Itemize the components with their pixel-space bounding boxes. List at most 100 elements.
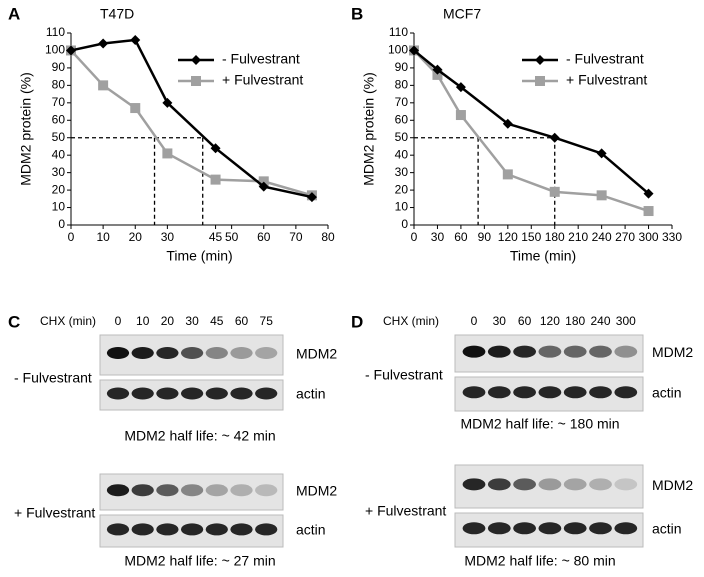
y-tick-label: 50 <box>395 130 409 144</box>
blot-band <box>589 345 612 358</box>
y-tick-label: 70 <box>52 95 66 109</box>
y-axis-label: MDM2 protein (%) <box>18 72 34 186</box>
blot-band <box>106 484 130 497</box>
blot-band <box>180 523 204 536</box>
condition-label: + Fulvestrant <box>365 503 446 519</box>
marker <box>130 103 141 114</box>
y-tick-label: 110 <box>46 25 65 39</box>
row-label: actin <box>652 521 682 537</box>
blot-band <box>462 522 486 535</box>
x-tick-label: 20 <box>129 230 143 244</box>
y-tick-label: 30 <box>52 165 66 179</box>
condition-label: - Fulvestrant <box>14 370 92 386</box>
blot-band <box>255 523 278 536</box>
lane-label: 10 <box>136 314 150 328</box>
x-tick-label: 70 <box>289 230 303 244</box>
blot-band <box>156 387 179 400</box>
blot-band <box>563 478 587 491</box>
y-tick-label: 20 <box>395 182 409 196</box>
half-life: MDM2 half life: ~ 42 min <box>124 428 275 444</box>
lane-label: 300 <box>616 314 636 328</box>
x-tick-label: 150 <box>521 230 541 244</box>
marker <box>643 188 654 199</box>
x-tick-label: 210 <box>568 230 588 244</box>
blot-band <box>230 523 253 536</box>
lane-label: 240 <box>590 314 610 328</box>
x-tick-label: 10 <box>96 230 110 244</box>
x-tick-label: 270 <box>615 230 635 244</box>
marker <box>162 148 173 159</box>
blot-band <box>180 484 204 497</box>
blot-band <box>563 345 587 358</box>
blot-band <box>255 347 278 359</box>
y-tick-label: 0 <box>58 217 65 231</box>
x-axis-label: Time (min) <box>166 248 232 264</box>
panel-label: C <box>8 312 20 331</box>
x-tick-label: 240 <box>592 230 612 244</box>
y-tick-label: 90 <box>395 60 409 74</box>
blot-band <box>255 387 278 400</box>
row-label: actin <box>652 385 682 401</box>
panel-label: B <box>351 4 363 23</box>
blot-band <box>487 386 511 399</box>
blot-band <box>156 523 179 536</box>
y-tick-label: 100 <box>388 43 408 57</box>
y-tick-label: 60 <box>52 112 66 126</box>
x-tick-label: 90 <box>478 230 492 244</box>
marker <box>409 45 419 56</box>
y-axis-label: MDM2 protein (%) <box>361 72 377 186</box>
marker <box>549 132 560 143</box>
marker <box>191 55 201 65</box>
y-tick-label: 10 <box>395 200 409 214</box>
marker <box>643 206 654 217</box>
chart-title: T47D <box>100 6 134 22</box>
blot-band <box>614 478 638 491</box>
row-label: MDM2 <box>652 477 693 493</box>
blot-band <box>205 387 228 400</box>
legend-label: - Fulvestrant <box>222 51 300 67</box>
blot-band <box>513 386 536 399</box>
x-tick-label: 80 <box>321 230 335 244</box>
blot-band <box>106 523 130 536</box>
y-tick-label: 40 <box>52 147 66 161</box>
blot-band <box>462 386 486 399</box>
blot-band <box>538 345 562 358</box>
blot-strip <box>99 473 284 511</box>
legend-label: - Fulvestrant <box>566 51 644 67</box>
x-tick-label: 45 <box>209 230 223 244</box>
marker <box>191 76 201 86</box>
row-label: MDM2 <box>296 483 337 499</box>
row-label: MDM2 <box>296 346 337 362</box>
blot-band <box>156 347 179 359</box>
condition-label: + Fulvestrant <box>14 505 95 521</box>
marker <box>432 64 443 75</box>
half-life: MDM2 half life: ~ 80 min <box>464 553 615 569</box>
blot-band <box>538 478 562 491</box>
blot-band <box>589 386 612 399</box>
lane-label: 30 <box>185 314 199 328</box>
y-tick-label: 40 <box>395 147 409 161</box>
blot-band <box>230 387 253 400</box>
y-tick-label: 10 <box>52 200 66 214</box>
lane-label: 20 <box>161 314 175 328</box>
blot-band <box>614 345 638 358</box>
lane-label: 180 <box>565 314 585 328</box>
marker <box>162 97 173 108</box>
blot-band <box>563 522 587 535</box>
half-life: MDM2 half life: ~ 180 min <box>460 416 619 432</box>
marker <box>596 148 607 159</box>
legend-label: + Fulvestrant <box>566 72 647 88</box>
lane-label: 60 <box>518 314 532 328</box>
x-tick-label: 0 <box>68 230 75 244</box>
lane-label: 60 <box>235 314 249 328</box>
row-label: MDM2 <box>652 344 693 360</box>
blot-band <box>230 347 253 359</box>
blot-band <box>538 522 562 535</box>
chx-label: CHX (min) <box>383 314 439 328</box>
marker <box>210 143 221 154</box>
blot-band <box>487 345 511 358</box>
x-axis-label: Time (min) <box>510 248 576 264</box>
marker <box>130 34 141 45</box>
